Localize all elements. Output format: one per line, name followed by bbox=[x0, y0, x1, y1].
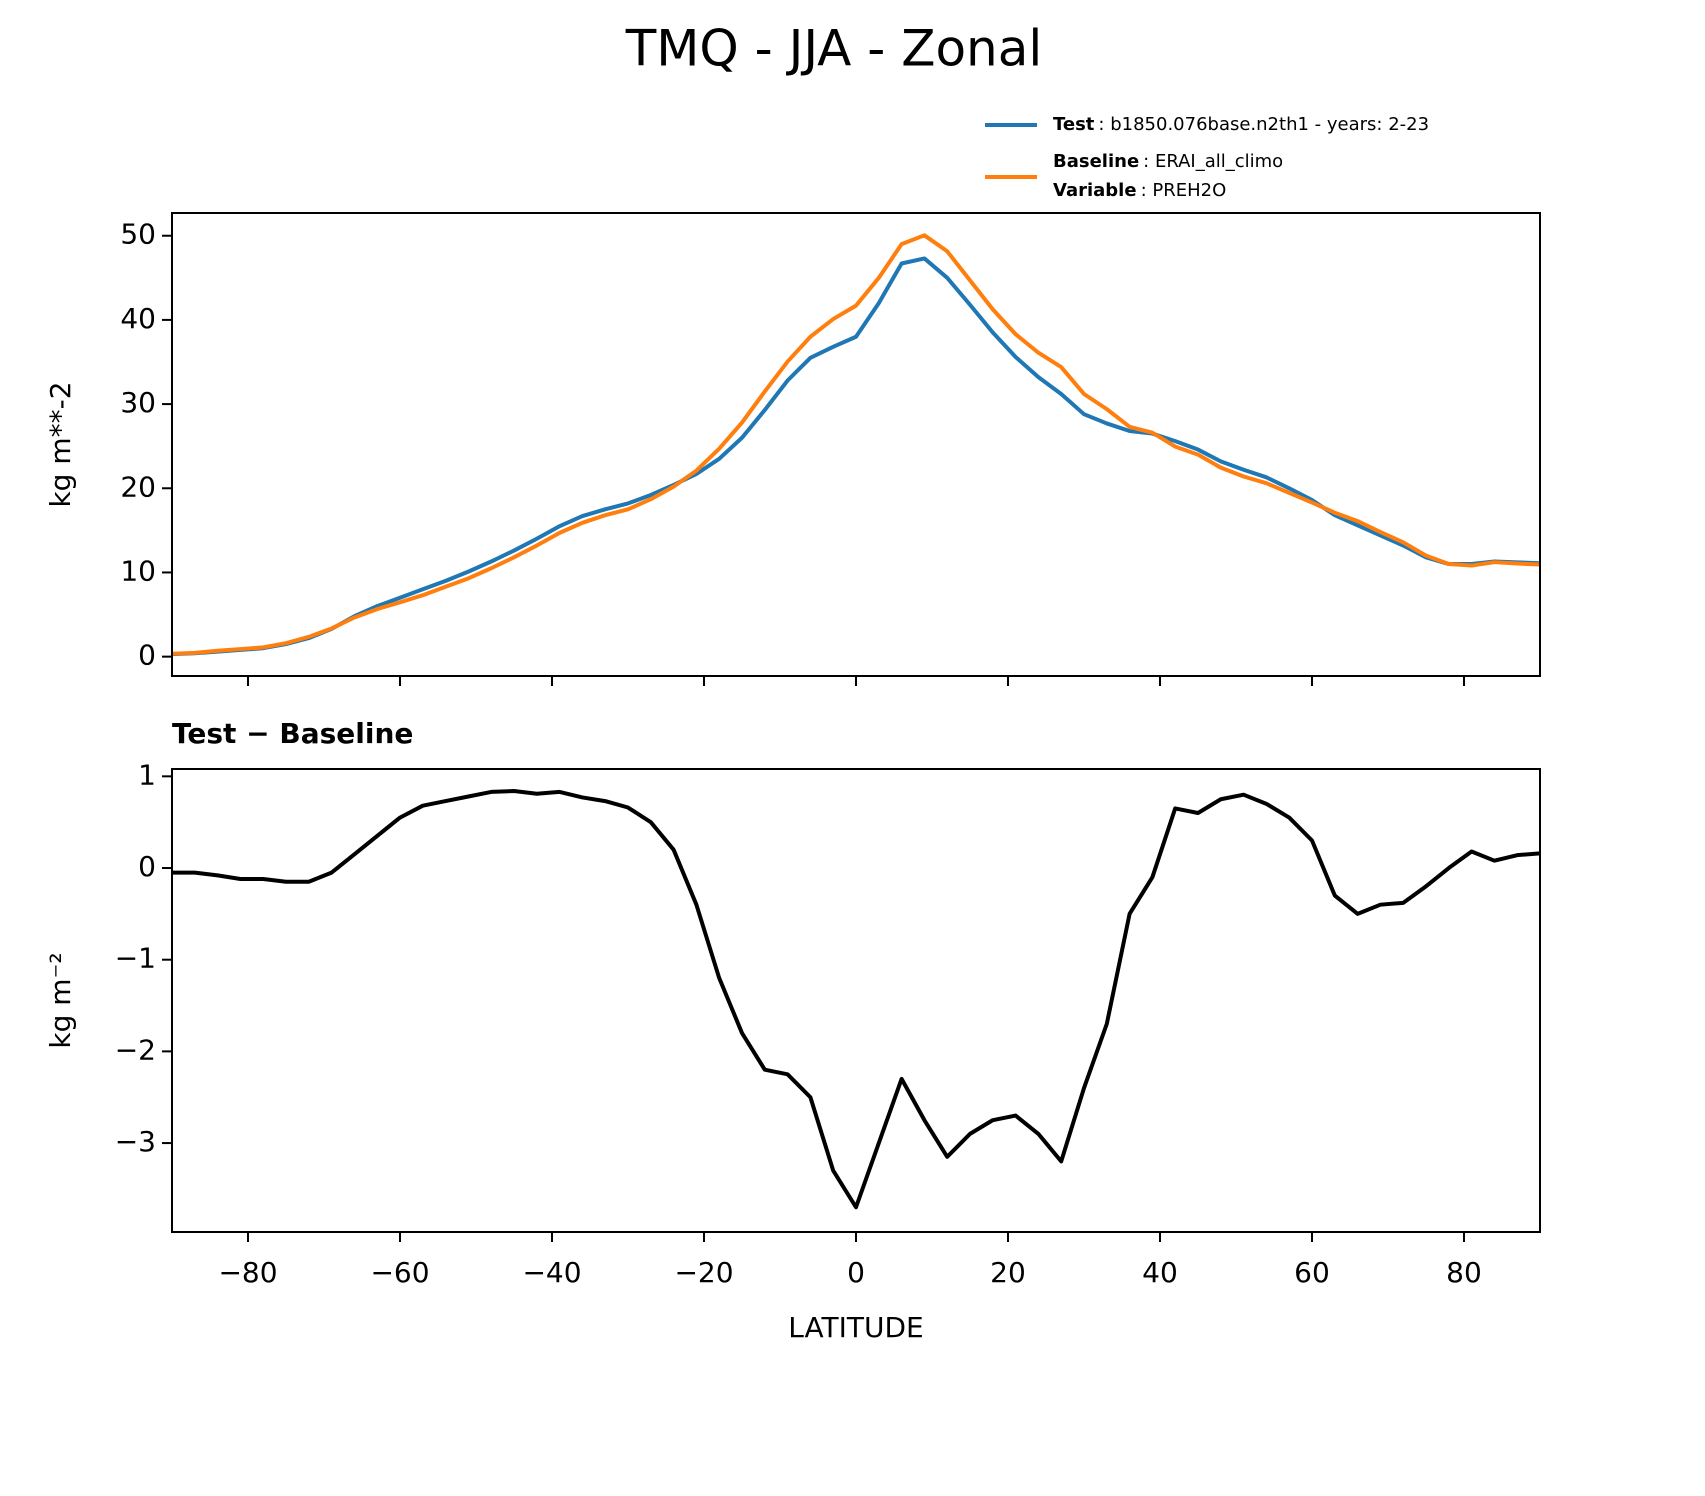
x-tick-label: 20 bbox=[990, 1256, 1026, 1289]
y-tick-label: 1 bbox=[138, 758, 156, 791]
y-axis-label: kg m⁻² bbox=[44, 952, 77, 1048]
x-tick-label: 60 bbox=[1294, 1256, 1330, 1289]
legend-variable-value: : PREH2O bbox=[1141, 180, 1227, 201]
legend-description: : ERAI_all_climo bbox=[1143, 151, 1283, 172]
legend-name: Baseline bbox=[1053, 151, 1139, 172]
x-tick-label: −40 bbox=[522, 1256, 581, 1289]
x-tick-label: −20 bbox=[674, 1256, 733, 1289]
y-tick-label: 0 bbox=[138, 850, 156, 883]
legend: Test: b1850.076base.n2th1 - years: 2-23 B… bbox=[985, 114, 1429, 201]
legend-variable-label: Variable bbox=[1053, 180, 1137, 201]
x-axis-label: LATITUDE bbox=[788, 1311, 923, 1344]
y-axis-label: kg m**-2 bbox=[44, 381, 77, 507]
x-tick-label: 40 bbox=[1142, 1256, 1178, 1289]
x-tick-label: −60 bbox=[370, 1256, 429, 1289]
y-tick-label: 10 bbox=[120, 554, 156, 587]
y-tick-label: −3 bbox=[115, 1125, 156, 1158]
x-tick-label: 80 bbox=[1446, 1256, 1482, 1289]
y-tick-label: −1 bbox=[115, 942, 156, 975]
y-tick-label: 40 bbox=[120, 302, 156, 335]
legend-name: Test bbox=[1053, 114, 1095, 135]
legend-entry: Baseline: ERAI_all_climo bbox=[1053, 151, 1283, 172]
data-line bbox=[171, 233, 1541, 656]
legend-entry: Test: b1850.076base.n2th1 - years: 2-23 bbox=[1053, 114, 1429, 135]
y-tick-label: −2 bbox=[115, 1033, 156, 1066]
y-tick-label: 20 bbox=[120, 470, 156, 503]
data-line bbox=[172, 789, 1541, 1210]
x-tick-label: −80 bbox=[218, 1256, 277, 1289]
legend-description: : b1850.076base.n2th1 - years: 2-23 bbox=[1098, 114, 1429, 135]
data-line bbox=[171, 256, 1541, 657]
legend-variable: Variable: PREH2O bbox=[1053, 180, 1226, 201]
figure-title: TMQ - JJA - Zonal bbox=[625, 20, 1043, 78]
y-tick-label: 50 bbox=[120, 218, 156, 251]
y-tick-label: 30 bbox=[120, 386, 156, 419]
x-tick-label: 0 bbox=[847, 1256, 865, 1289]
axes-title: Test − Baseline bbox=[172, 717, 413, 750]
y-tick-label: 0 bbox=[138, 639, 156, 672]
